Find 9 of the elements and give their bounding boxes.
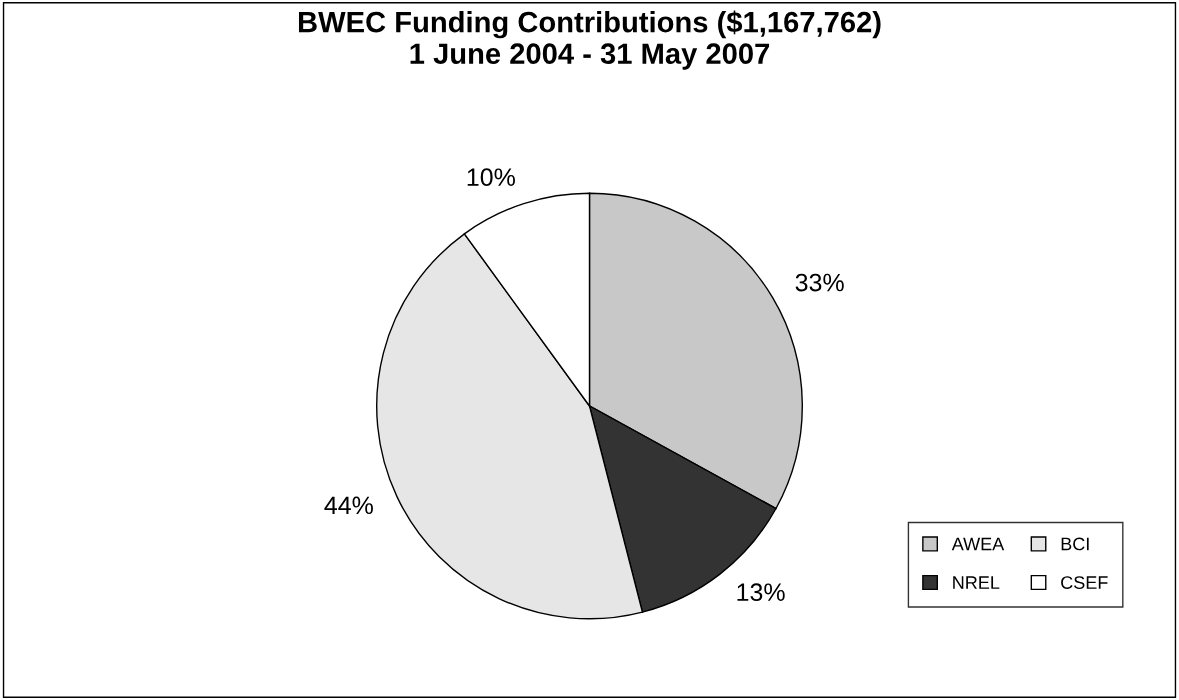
data-label: 10% <box>467 168 515 187</box>
data-label: 33% <box>795 273 844 292</box>
legend-label: BCI <box>1061 537 1089 551</box>
legend-label: NREL <box>953 576 1000 589</box>
data-label: 13% <box>737 583 785 602</box>
legend-label: AWEA <box>951 537 1005 551</box>
data-label: 44% <box>324 496 373 515</box>
legend-label: CSEF <box>1061 576 1108 589</box>
chart-title: BWEC Funding Contributions ($1,167,762) 1 June 2004 - 31 May 2007 <box>298 10 881 70</box>
